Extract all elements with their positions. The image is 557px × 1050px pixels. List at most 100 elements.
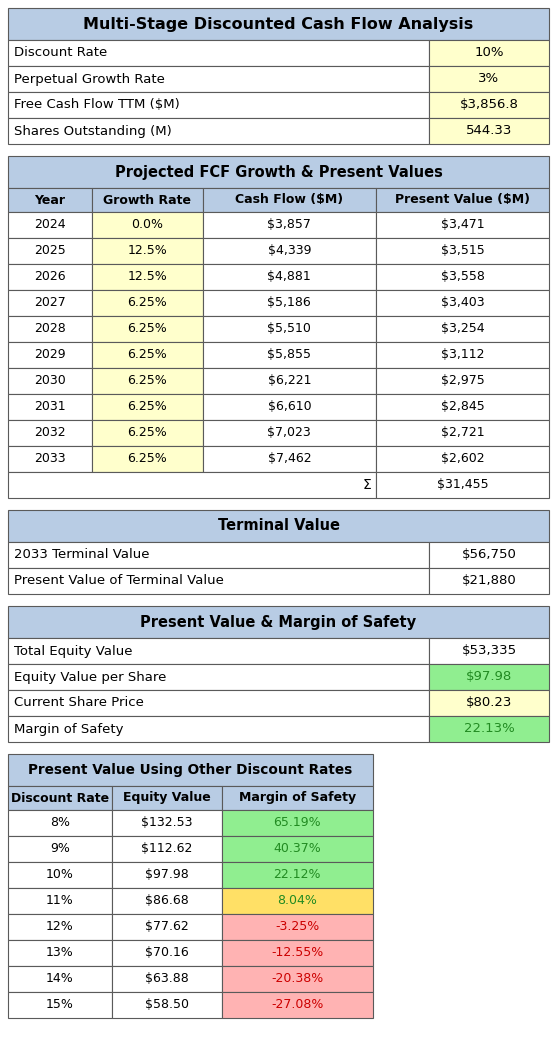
Text: Present Value Using Other Discount Rates: Present Value Using Other Discount Rates: [28, 763, 353, 777]
Text: 15%: 15%: [46, 999, 74, 1011]
Bar: [376, 316, 549, 342]
Bar: [8, 754, 373, 786]
Bar: [8, 638, 429, 664]
Bar: [112, 888, 222, 914]
Bar: [203, 368, 376, 394]
Text: 2026: 2026: [34, 271, 66, 284]
Bar: [112, 862, 222, 888]
Text: 2033: 2033: [34, 453, 66, 465]
Bar: [376, 420, 549, 446]
Bar: [222, 862, 373, 888]
Text: $7,023: $7,023: [267, 426, 311, 440]
Text: $7,462: $7,462: [267, 453, 311, 465]
Text: 2033 Terminal Value: 2033 Terminal Value: [14, 548, 149, 562]
Bar: [92, 368, 203, 394]
Bar: [112, 992, 222, 1018]
Text: $112.62: $112.62: [141, 842, 193, 856]
Text: Present Value of Terminal Value: Present Value of Terminal Value: [14, 574, 224, 588]
Bar: [376, 394, 549, 420]
Bar: [429, 40, 549, 66]
Text: Margin of Safety: Margin of Safety: [14, 722, 124, 735]
Text: Perpetual Growth Rate: Perpetual Growth Rate: [14, 72, 165, 85]
Text: $4,881: $4,881: [267, 271, 311, 284]
Text: $2,602: $2,602: [441, 453, 484, 465]
Bar: [376, 188, 549, 212]
Bar: [112, 940, 222, 966]
Text: $2,721: $2,721: [441, 426, 484, 440]
Text: 6.25%: 6.25%: [128, 375, 167, 387]
Text: -3.25%: -3.25%: [275, 921, 319, 933]
Bar: [376, 472, 549, 498]
Text: 2031: 2031: [34, 400, 66, 414]
Bar: [112, 836, 222, 862]
Text: $3,515: $3,515: [441, 245, 485, 257]
Bar: [112, 914, 222, 940]
Text: 14%: 14%: [46, 972, 74, 986]
Text: $5,186: $5,186: [267, 296, 311, 310]
Bar: [376, 368, 549, 394]
Text: $56,750: $56,750: [462, 548, 516, 562]
Text: Cash Flow ($M): Cash Flow ($M): [235, 193, 343, 207]
Bar: [8, 92, 429, 118]
Text: Margin of Safety: Margin of Safety: [239, 792, 356, 804]
Text: $3,403: $3,403: [441, 296, 484, 310]
Text: $4,339: $4,339: [267, 245, 311, 257]
Text: Year: Year: [35, 193, 65, 207]
Text: 12%: 12%: [46, 921, 74, 933]
Bar: [376, 238, 549, 264]
Text: Current Share Price: Current Share Price: [14, 696, 144, 710]
Text: $6,610: $6,610: [267, 400, 311, 414]
Text: 2032: 2032: [34, 426, 66, 440]
Text: $3,254: $3,254: [441, 322, 484, 336]
Bar: [222, 888, 373, 914]
Text: Equity Value: Equity Value: [123, 792, 211, 804]
Bar: [8, 368, 92, 394]
Bar: [8, 394, 92, 420]
Bar: [8, 888, 112, 914]
Text: 6.25%: 6.25%: [128, 322, 167, 336]
Bar: [92, 316, 203, 342]
Bar: [429, 118, 549, 144]
Text: $5,855: $5,855: [267, 349, 311, 361]
Text: 12.5%: 12.5%: [128, 271, 167, 284]
Text: 2030: 2030: [34, 375, 66, 387]
Text: 544.33: 544.33: [466, 125, 512, 138]
Bar: [8, 118, 429, 144]
Bar: [429, 542, 549, 568]
Bar: [376, 342, 549, 368]
Text: 6.25%: 6.25%: [128, 296, 167, 310]
Text: $97.98: $97.98: [466, 671, 512, 684]
Bar: [8, 212, 92, 238]
Bar: [8, 40, 429, 66]
Text: Present Value ($M): Present Value ($M): [395, 193, 530, 207]
Bar: [92, 238, 203, 264]
Text: 6.25%: 6.25%: [128, 400, 167, 414]
Bar: [8, 264, 92, 290]
Bar: [8, 420, 92, 446]
Bar: [8, 472, 376, 498]
Text: $132.53: $132.53: [141, 817, 193, 830]
Bar: [222, 810, 373, 836]
Text: 8.04%: 8.04%: [277, 895, 317, 907]
Text: 2027: 2027: [34, 296, 66, 310]
Bar: [8, 188, 92, 212]
Text: $3,112: $3,112: [441, 349, 484, 361]
Text: 10%: 10%: [46, 868, 74, 882]
Bar: [8, 940, 112, 966]
Bar: [8, 606, 549, 638]
Text: $58.50: $58.50: [145, 999, 189, 1011]
Bar: [222, 786, 373, 810]
Bar: [203, 446, 376, 472]
Bar: [203, 238, 376, 264]
Bar: [203, 188, 376, 212]
Bar: [203, 212, 376, 238]
Bar: [376, 290, 549, 316]
Bar: [8, 862, 112, 888]
Bar: [222, 966, 373, 992]
Bar: [8, 66, 429, 92]
Bar: [8, 966, 112, 992]
Text: 2029: 2029: [34, 349, 66, 361]
Bar: [8, 290, 92, 316]
Text: Shares Outstanding (M): Shares Outstanding (M): [14, 125, 172, 138]
Text: 0.0%: 0.0%: [131, 218, 163, 231]
